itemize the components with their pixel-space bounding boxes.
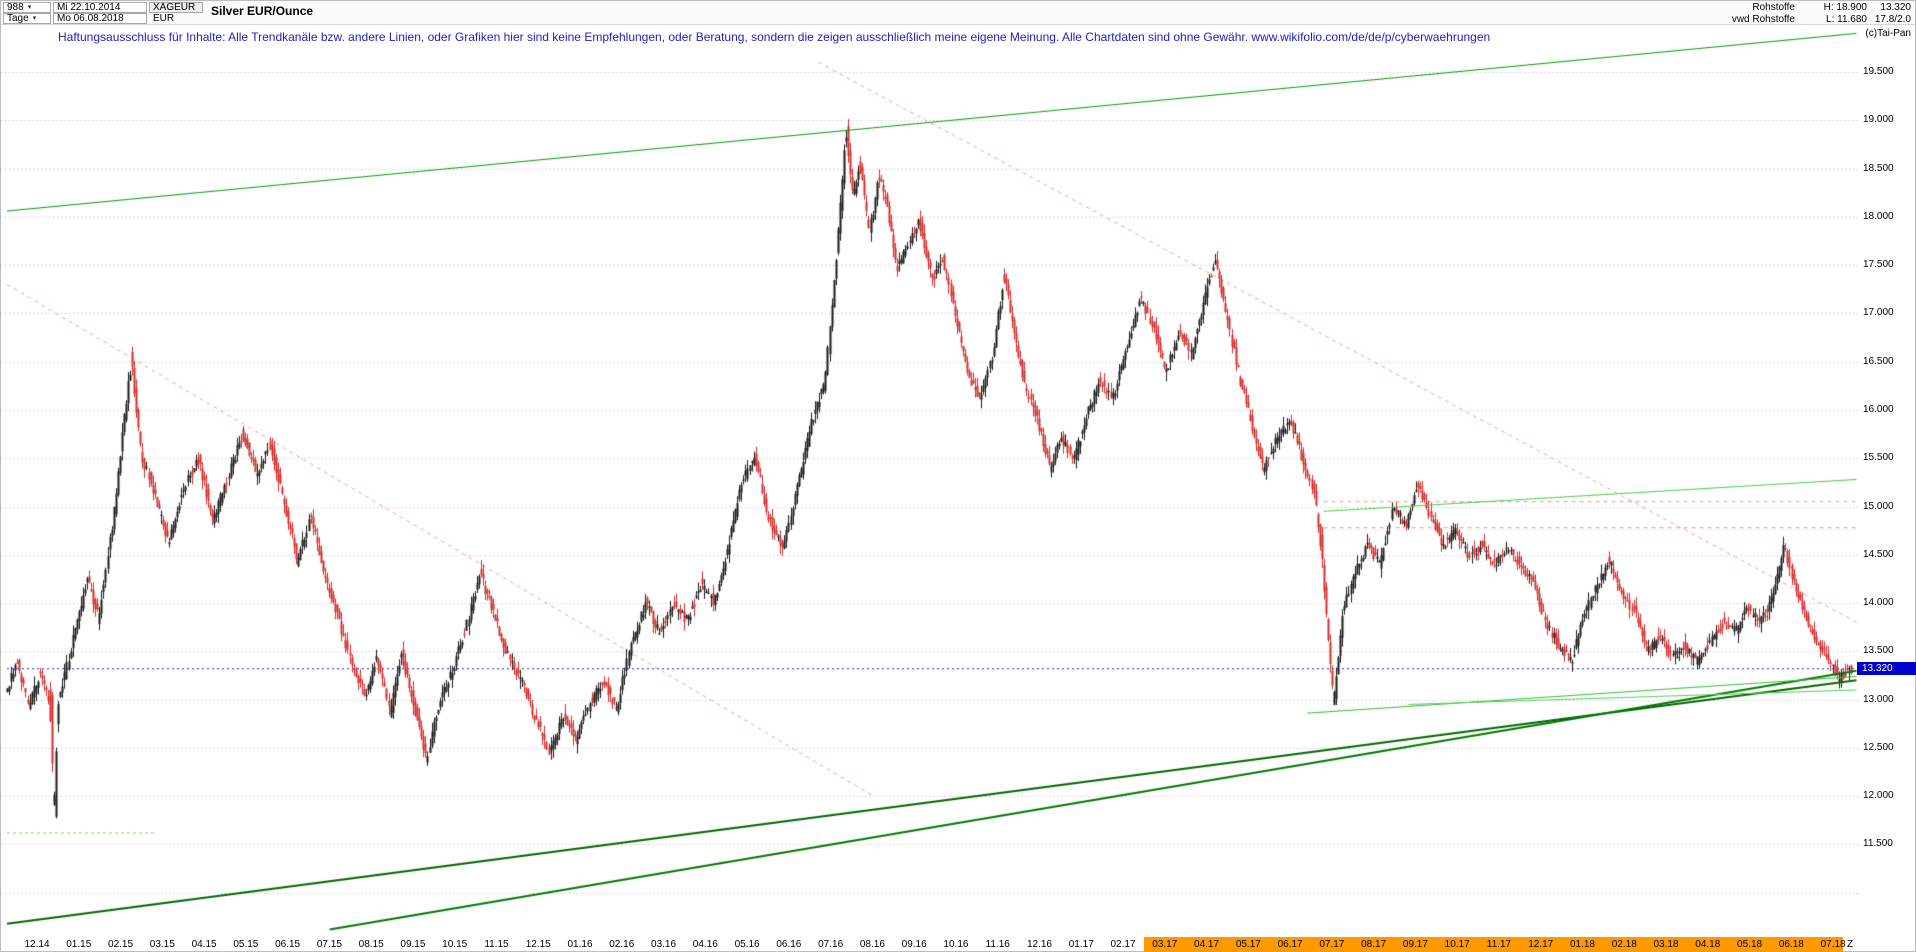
x-axis-label: 09.17 [1402,939,1428,950]
bars-count-dropdown[interactable]: 988 ▾ [3,2,51,13]
x-axis-label: 06.16 [776,939,802,950]
x-axis-label: 08.16 [859,939,885,950]
x-axis-label: 05.15 [233,939,259,950]
header-last-price: 13.320 [1880,2,1911,13]
y-axis-label: 17.000 [1863,307,1894,319]
start-date-value: Mi 22.10.2014 [57,2,121,13]
x-axis-label: 04.18 [1695,939,1721,950]
x-axis-label: 05.18 [1737,939,1763,950]
period-high-label: H: 18.900 [1823,2,1867,13]
symbol-field[interactable]: XAGEUR [149,2,203,13]
bars-count-value: 988 [7,2,24,13]
x-axis-label: 03.15 [149,939,175,950]
x-axis-label: 03.17 [1152,939,1178,950]
y-axis-label: 16.000 [1863,403,1894,415]
y-axis-label: 17.500 [1863,259,1894,271]
x-axis-label: 12.15 [525,939,551,950]
x-axis-label: 09.16 [901,939,927,950]
x-axis-end-marker: Z [1847,939,1854,950]
last-price-tag: 13.320 [1857,661,1916,675]
copyright-label: (c)Tai-Pan [1865,28,1911,39]
period-low-label: L: 11.680 [1826,14,1867,25]
y-axis-label: 12.000 [1863,790,1894,802]
y-axis-label: 19.500 [1863,66,1894,77]
y-axis-label: 15.000 [1863,500,1894,512]
y-axis-label: 13.500 [1863,645,1894,657]
symbol-value: XAGEUR [153,2,196,13]
y-axis-label: 18.500 [1863,162,1894,174]
y-axis-label: 15.500 [1863,452,1894,464]
x-axis-label: 05.16 [734,939,760,950]
currency-label: EUR [149,13,203,24]
timeframe-dropdown[interactable]: Tage ▾ [3,13,51,24]
end-date-field[interactable]: Mo 06.08.2018 [53,13,147,24]
end-date-value: Mo 06.08.2018 [57,13,124,24]
x-axis-label: 08.17 [1361,939,1387,950]
x-axis-label: 02.17 [1110,939,1136,950]
disclaimer-text: Haftungsausschluss für Inhalte: Alle Tre… [58,30,1491,44]
x-axis-label: 01.17 [1068,939,1094,950]
x-axis-label: 01.18 [1569,939,1595,950]
x-axis-label: 11.16 [985,939,1010,950]
y-axis-label: 19.000 [1863,114,1894,126]
currency-value: EUR [153,13,175,24]
x-axis-label: 12.14 [24,939,50,950]
y-axis-label: 14.000 [1863,597,1894,609]
x-axis-label: 02.15 [108,939,134,950]
x-axis-label: 08.15 [358,939,384,950]
x-axis-label: 07.17 [1319,939,1345,950]
price-chart-canvas[interactable] [1,25,1859,952]
chart-header-bar: 988 ▾ Mi 22.10.2014 XAGEUR Silver EUR/Oun… [1,1,1915,25]
x-axis-label: 11.15 [484,939,509,950]
x-axis-label: 09.15 [400,939,426,950]
x-axis-label: 10.15 [442,939,468,950]
y-axis-label: 16.500 [1863,355,1894,367]
x-axis-label: 03.18 [1653,939,1679,950]
x-axis-label: 07.18 [1820,939,1846,950]
y-axis-label: 13.000 [1863,693,1894,705]
x-axis-label: 10.17 [1444,939,1470,950]
x-axis-label: 06.15 [275,939,301,950]
x-axis-label: 04.16 [692,939,718,950]
y-axis-label: 18.000 [1863,210,1894,222]
x-axis-label: 01.15 [66,939,92,950]
chevron-down-icon: ▾ [32,15,37,22]
price-axis: 13.320 19.500 19.000 18.500 18.000 17.500 17.… [1857,25,1916,952]
x-axis-label: 04.15 [191,939,217,950]
x-axis-label: 02.16 [609,939,635,950]
x-axis-highlight-band [1143,937,1843,952]
instrument-title: Silver EUR/Ounce [211,4,314,18]
x-axis-label: 07.15 [316,939,342,950]
start-date-field[interactable]: Mi 22.10.2014 [53,2,147,13]
x-axis-label: 12.17 [1528,939,1554,950]
last-price-tag-value: 13.320 [1862,662,1893,674]
x-axis-label: 06.18 [1778,939,1804,950]
x-axis-label: 01.16 [567,939,593,950]
x-axis-label: 10.16 [943,939,969,950]
x-axis-label: 04.17 [1194,939,1220,950]
chevron-down-icon: ▾ [27,4,32,11]
y-axis-label: 11.500 [1863,838,1893,850]
y-axis-label: 12.500 [1863,741,1894,753]
timeframe-value: Tage [7,13,29,24]
date-axis: 12.14 01.15 02.15 03.15 04.15 05.15 06.15 07.15… [1,937,1859,952]
x-axis-label: 06.17 [1277,939,1303,950]
y-axis-label: 14.500 [1863,548,1894,560]
feed-name: Rohstoffe [1752,2,1795,13]
header-info-secondary: 17.8/2.0 [1874,14,1911,25]
x-axis-label: 05.17 [1235,939,1261,950]
x-axis-label: 07.16 [818,939,844,950]
x-axis-label: 12.16 [1026,939,1052,950]
feed-source: vwd Rohstoffe [1731,14,1795,25]
x-axis-label: 11.17 [1486,939,1512,950]
x-axis-label: 02.18 [1611,939,1637,950]
x-axis-label: 03.16 [651,939,677,950]
